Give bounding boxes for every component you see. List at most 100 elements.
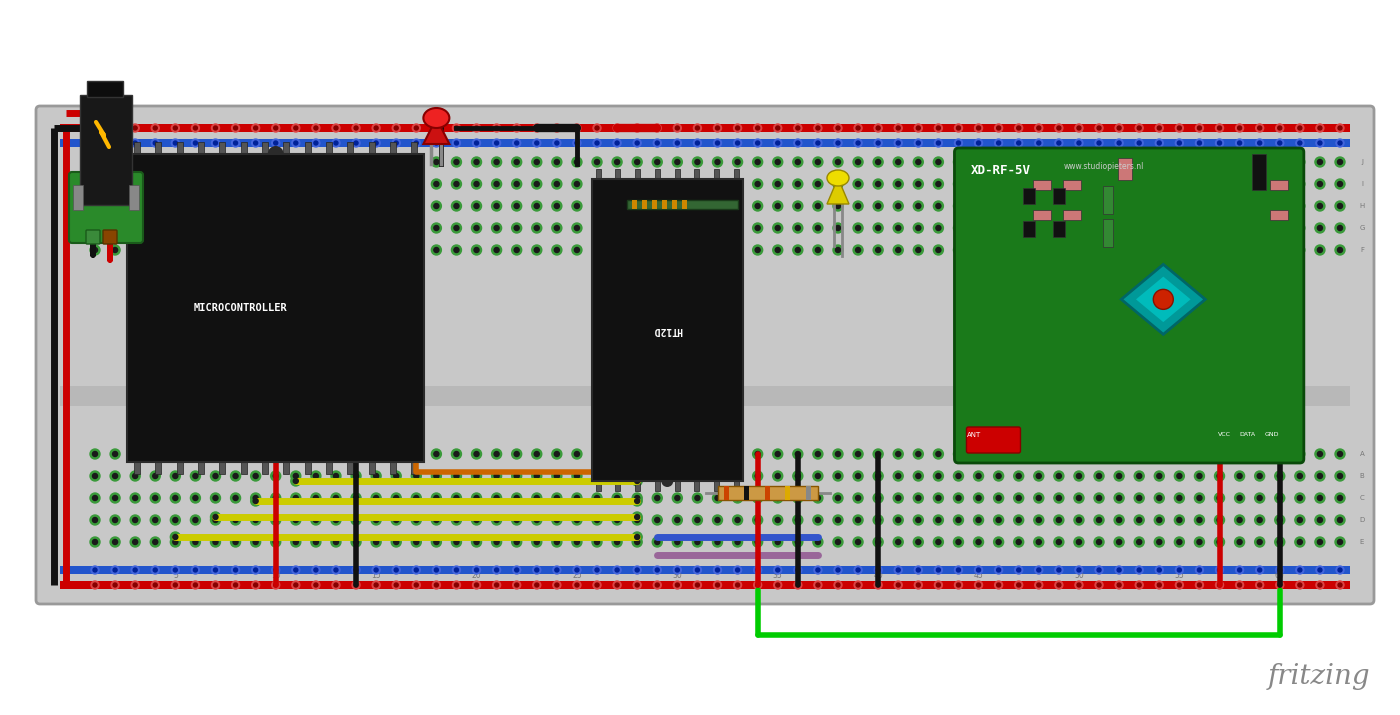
Circle shape <box>1036 182 1042 187</box>
Bar <box>283 460 290 474</box>
Circle shape <box>1275 566 1284 574</box>
Circle shape <box>294 247 298 252</box>
Circle shape <box>836 182 840 187</box>
Circle shape <box>351 124 360 132</box>
Circle shape <box>351 245 361 255</box>
Circle shape <box>1257 159 1263 164</box>
Circle shape <box>633 512 643 522</box>
Circle shape <box>595 495 599 500</box>
Circle shape <box>973 493 984 503</box>
Circle shape <box>532 449 542 459</box>
Circle shape <box>1096 225 1102 230</box>
Circle shape <box>956 204 960 209</box>
Circle shape <box>1154 471 1165 481</box>
Circle shape <box>1154 493 1165 503</box>
Circle shape <box>672 493 682 503</box>
Circle shape <box>1215 139 1224 147</box>
Circle shape <box>112 225 118 230</box>
Circle shape <box>1295 515 1305 525</box>
Circle shape <box>1296 566 1303 574</box>
Circle shape <box>1158 126 1161 130</box>
Circle shape <box>475 141 479 145</box>
Circle shape <box>1137 473 1141 478</box>
Circle shape <box>654 139 661 147</box>
Circle shape <box>997 141 1001 145</box>
Circle shape <box>1298 540 1302 545</box>
Circle shape <box>391 471 402 481</box>
Bar <box>326 142 332 156</box>
Circle shape <box>652 515 662 525</box>
Circle shape <box>270 157 281 167</box>
Circle shape <box>354 159 358 164</box>
Circle shape <box>371 157 381 167</box>
Circle shape <box>634 478 640 483</box>
Circle shape <box>190 223 200 233</box>
Circle shape <box>333 495 339 500</box>
Circle shape <box>1154 201 1165 211</box>
Circle shape <box>1114 537 1124 547</box>
Circle shape <box>916 247 921 252</box>
Circle shape <box>672 515 682 525</box>
Circle shape <box>172 473 178 478</box>
Circle shape <box>1295 537 1305 547</box>
Circle shape <box>1093 223 1105 233</box>
Circle shape <box>393 473 399 478</box>
Circle shape <box>895 139 902 147</box>
Circle shape <box>715 495 720 500</box>
Circle shape <box>112 182 118 187</box>
Circle shape <box>836 247 840 252</box>
Circle shape <box>1016 126 1021 130</box>
Bar <box>1053 221 1065 237</box>
Circle shape <box>472 179 482 189</box>
Circle shape <box>1033 449 1044 459</box>
Circle shape <box>874 139 882 147</box>
Text: 20: 20 <box>472 571 482 579</box>
Circle shape <box>314 204 318 209</box>
Circle shape <box>1275 201 1285 211</box>
Circle shape <box>973 157 984 167</box>
Circle shape <box>475 473 479 478</box>
Circle shape <box>494 204 500 209</box>
Circle shape <box>1016 225 1021 230</box>
Circle shape <box>514 540 519 545</box>
Circle shape <box>734 566 742 574</box>
Circle shape <box>1275 124 1284 132</box>
Circle shape <box>1338 126 1343 130</box>
Circle shape <box>1054 179 1064 189</box>
Circle shape <box>953 223 963 233</box>
Circle shape <box>251 201 260 211</box>
Circle shape <box>1014 515 1023 525</box>
Circle shape <box>1235 515 1245 525</box>
Circle shape <box>151 124 160 132</box>
FancyBboxPatch shape <box>955 148 1303 463</box>
Circle shape <box>755 247 760 252</box>
Circle shape <box>554 451 560 456</box>
Circle shape <box>896 204 900 209</box>
Circle shape <box>973 515 984 525</box>
Circle shape <box>1275 449 1285 459</box>
Circle shape <box>111 581 119 589</box>
Circle shape <box>1315 515 1324 525</box>
Circle shape <box>1197 473 1203 478</box>
Circle shape <box>1257 204 1263 209</box>
Circle shape <box>573 139 581 147</box>
Circle shape <box>151 566 160 574</box>
Circle shape <box>1254 157 1264 167</box>
Circle shape <box>193 518 197 523</box>
Circle shape <box>675 451 680 456</box>
Circle shape <box>314 141 318 145</box>
Circle shape <box>153 204 158 209</box>
Circle shape <box>976 540 981 545</box>
Circle shape <box>855 247 861 252</box>
Circle shape <box>130 515 140 525</box>
Circle shape <box>997 518 1001 523</box>
Circle shape <box>1277 182 1282 187</box>
Circle shape <box>732 493 742 503</box>
Circle shape <box>694 159 700 164</box>
Circle shape <box>675 141 679 145</box>
Polygon shape <box>1135 277 1190 322</box>
Circle shape <box>91 139 99 147</box>
Circle shape <box>391 493 402 503</box>
Circle shape <box>1057 159 1061 164</box>
Circle shape <box>994 179 1004 189</box>
